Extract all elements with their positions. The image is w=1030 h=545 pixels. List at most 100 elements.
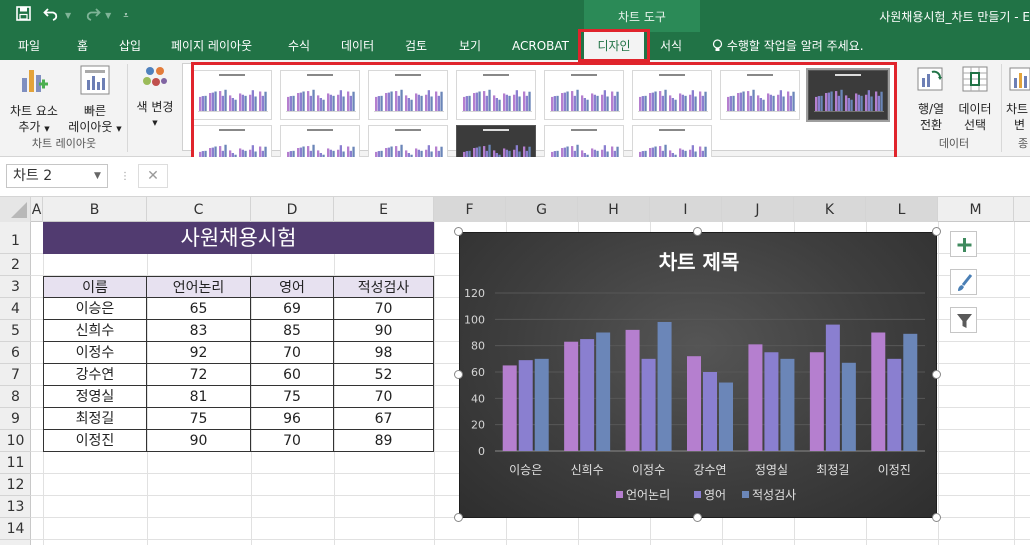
chart-style-thumbnail[interactable] <box>632 70 712 120</box>
row-header[interactable]: 1 <box>0 222 31 254</box>
tab-insert[interactable]: 삽입 <box>119 39 142 53</box>
row-header[interactable]: 2 <box>0 254 31 276</box>
row-header[interactable]: 3 <box>0 276 31 298</box>
quick-layout-button[interactable]: 빠른 레이아웃 ▼ <box>66 64 124 137</box>
column-header-a[interactable]: A <box>31 197 43 222</box>
chart-style-thumbnail[interactable] <box>456 70 536 120</box>
change-chart-type-button[interactable]: 차트 변 <box>1004 64 1030 133</box>
table-cell[interactable]: 67 <box>334 408 434 430</box>
table-cell[interactable]: 70 <box>251 342 334 364</box>
table-cell[interactable]: 89 <box>334 430 434 452</box>
resize-handle[interactable] <box>693 513 702 522</box>
table-cell[interactable]: 정영실 <box>43 386 147 408</box>
chart-style-thumbnail[interactable] <box>280 70 360 120</box>
row-header[interactable]: 12 <box>0 474 31 496</box>
chart-filters-button[interactable] <box>950 307 977 333</box>
column-header-l[interactable]: L <box>866 197 938 222</box>
column-header-f[interactable]: F <box>434 197 506 222</box>
chart-style-thumbnail[interactable] <box>720 70 800 120</box>
resize-handle[interactable] <box>932 227 941 236</box>
table-cell[interactable]: 69 <box>251 298 334 320</box>
name-box-dropdown-icon[interactable]: ▼ <box>94 171 101 181</box>
sheet-title-cell[interactable]: 사원채용시험 <box>43 222 434 254</box>
chart-object[interactable]: 차트 제목 0 20 40 60 80 100 120 이승은 신희수 이정수 강수연 정영실 최정길 이정… <box>459 232 937 518</box>
switch-row-column-button[interactable]: 행/열 전환 <box>908 64 954 133</box>
select-all-corner[interactable] <box>0 197 31 222</box>
row-header[interactable]: 9 <box>0 408 31 430</box>
table-cell[interactable]: 85 <box>251 320 334 342</box>
tab-review[interactable]: 검토 <box>405 39 428 53</box>
row-header[interactable]: 7 <box>0 364 31 386</box>
column-header-e[interactable]: E <box>334 197 434 222</box>
table-cell[interactable]: 65 <box>147 298 251 320</box>
resize-handle[interactable] <box>932 513 941 522</box>
chart-styles-button[interactable] <box>950 269 977 295</box>
chart-elements-button[interactable] <box>950 231 977 257</box>
table-cell[interactable]: 90 <box>334 320 434 342</box>
redo-icon[interactable] <box>83 6 101 25</box>
table-cell[interactable]: 81 <box>147 386 251 408</box>
row-header[interactable]: 8 <box>0 386 31 408</box>
tab-home[interactable]: 홈 <box>77 39 89 53</box>
cancel-icon[interactable]: ✕ <box>138 164 168 188</box>
table-header-cell[interactable]: 영어 <box>251 276 334 298</box>
column-header-c[interactable]: C <box>147 197 251 222</box>
table-cell[interactable]: 96 <box>251 408 334 430</box>
tab-acrobat[interactable]: ACROBAT <box>512 39 569 53</box>
resize-handle[interactable] <box>454 227 463 236</box>
table-cell[interactable]: 최정길 <box>43 408 147 430</box>
tell-me-search[interactable]: 수행할 작업을 알려 주세요. <box>712 32 864 60</box>
save-icon[interactable] <box>16 6 31 25</box>
table-cell[interactable]: 신희수 <box>43 320 147 342</box>
change-colors-button[interactable]: 색 변경 ▼ <box>132 64 178 131</box>
table-cell[interactable]: 70 <box>334 298 434 320</box>
table-header-cell[interactable]: 적성검사 <box>334 276 434 298</box>
row-header[interactable]: 10 <box>0 430 31 452</box>
row-header[interactable]: 4 <box>0 298 31 320</box>
column-header-h[interactable]: H <box>578 197 650 222</box>
table-cell[interactable]: 83 <box>147 320 251 342</box>
table-cell[interactable]: 72 <box>147 364 251 386</box>
table-cell[interactable]: 70 <box>251 430 334 452</box>
table-cell[interactable]: 75 <box>251 386 334 408</box>
table-cell[interactable]: 이정진 <box>43 430 147 452</box>
row-header[interactable]: 5 <box>0 320 31 342</box>
table-cell[interactable]: 98 <box>334 342 434 364</box>
chart-style-thumbnail[interactable] <box>192 70 272 120</box>
table-cell[interactable]: 60 <box>251 364 334 386</box>
resize-handle[interactable] <box>454 513 463 522</box>
table-cell[interactable]: 92 <box>147 342 251 364</box>
customize-qat-icon[interactable]: ⩡ <box>123 10 129 21</box>
column-header-d[interactable]: D <box>251 197 334 222</box>
column-header-b[interactable]: B <box>43 197 147 222</box>
chart-style-thumbnail[interactable] <box>368 70 448 120</box>
table-cell[interactable]: 이승은 <box>43 298 147 320</box>
select-data-button[interactable]: 데이터 선택 <box>953 64 997 133</box>
formula-bar-grip-icon[interactable]: ⋮ <box>120 171 130 182</box>
table-cell[interactable]: 90 <box>147 430 251 452</box>
column-header-i[interactable]: I <box>650 197 722 222</box>
redo-dropdown-icon[interactable]: ▼ <box>105 11 112 20</box>
row-header[interactable]: 11 <box>0 452 31 474</box>
column-header-g[interactable]: G <box>506 197 578 222</box>
tab-view[interactable]: 보기 <box>459 39 482 53</box>
row-header[interactable]: 13 <box>0 496 31 518</box>
table-cell[interactable]: 75 <box>147 408 251 430</box>
column-header-m[interactable]: M <box>938 197 1014 222</box>
chart-style-thumbnail[interactable] <box>544 70 624 120</box>
row-header[interactable]: 6 <box>0 342 31 364</box>
tab-design[interactable]: 디자인 <box>584 32 644 60</box>
undo-dropdown-icon[interactable]: ▼ <box>65 11 72 20</box>
resize-handle[interactable] <box>454 370 463 379</box>
resize-handle[interactable] <box>693 227 702 236</box>
resize-handle[interactable] <box>932 370 941 379</box>
tab-formulas[interactable]: 수식 <box>288 39 311 53</box>
column-header-j[interactable]: J <box>722 197 794 222</box>
table-cell[interactable]: 강수연 <box>43 364 147 386</box>
chart-style-thumbnail[interactable] <box>806 68 890 122</box>
tab-file[interactable]: 파일 <box>18 39 41 53</box>
add-chart-element-button[interactable]: 차트 요소 추가 ▼ <box>4 64 64 137</box>
name-box[interactable]: 차트 2 <box>6 164 108 188</box>
row-header[interactable]: 14 <box>0 518 31 540</box>
tab-format[interactable]: 서식 <box>660 39 683 53</box>
